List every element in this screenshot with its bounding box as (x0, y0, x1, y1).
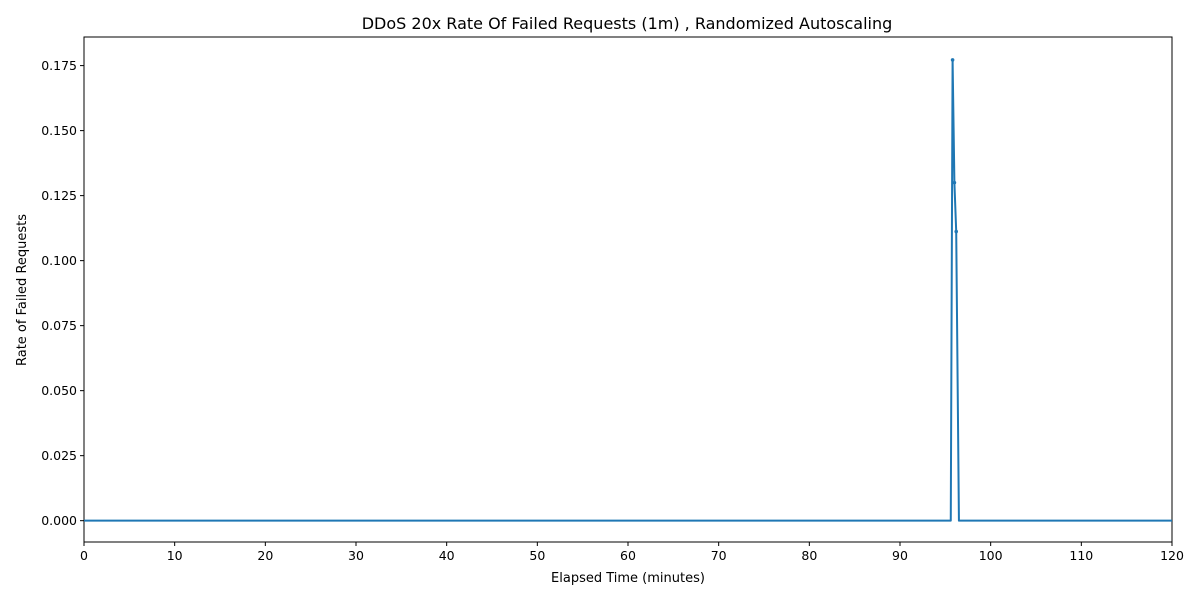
x-tick-label: 10 (167, 548, 183, 563)
x-tick-label: 100 (979, 548, 1003, 563)
x-axis: 0 10 20 30 40 50 60 70 80 90 100 110 120 (80, 542, 1184, 563)
y-axis: 0.000 0.025 0.050 0.075 0.100 0.125 0.150 0.175 (41, 58, 84, 528)
y-tick-label: 0.125 (41, 188, 77, 203)
x-tick-label: 120 (1160, 548, 1184, 563)
x-tick-label: 70 (711, 548, 727, 563)
series-line (84, 58, 1172, 522)
y-tick-label: 0.075 (41, 318, 77, 333)
y-tick-label: 0.175 (41, 58, 77, 73)
x-tick-label: 20 (257, 548, 273, 563)
x-tick-label: 0 (80, 548, 88, 563)
x-tick-label: 50 (529, 548, 545, 563)
data-point (952, 180, 957, 185)
series-layer (84, 58, 1172, 522)
x-tick-label: 110 (1069, 548, 1093, 563)
y-tick-label: 0.025 (41, 448, 77, 463)
y-tick-label: 0.050 (41, 383, 77, 398)
y-tick-label: 0.100 (41, 253, 77, 268)
x-tick-label: 80 (801, 548, 817, 563)
y-axis-label: Rate of Failed Requests (15, 214, 30, 366)
y-tick-label: 0.000 (41, 513, 77, 528)
plot-area (83, 36, 1173, 543)
data-point (950, 58, 955, 62)
x-axis-label: Elapsed Time (minutes) (551, 571, 705, 586)
chart-title: DDoS 20x Rate Of Failed Requests (1m) , … (362, 14, 893, 33)
x-tick-label: 60 (620, 548, 636, 563)
data-point (954, 229, 959, 234)
x-tick-label: 90 (892, 548, 908, 563)
x-tick-label: 30 (348, 548, 364, 563)
x-tick-label: 40 (439, 548, 455, 563)
y-tick-label: 0.150 (41, 123, 77, 138)
